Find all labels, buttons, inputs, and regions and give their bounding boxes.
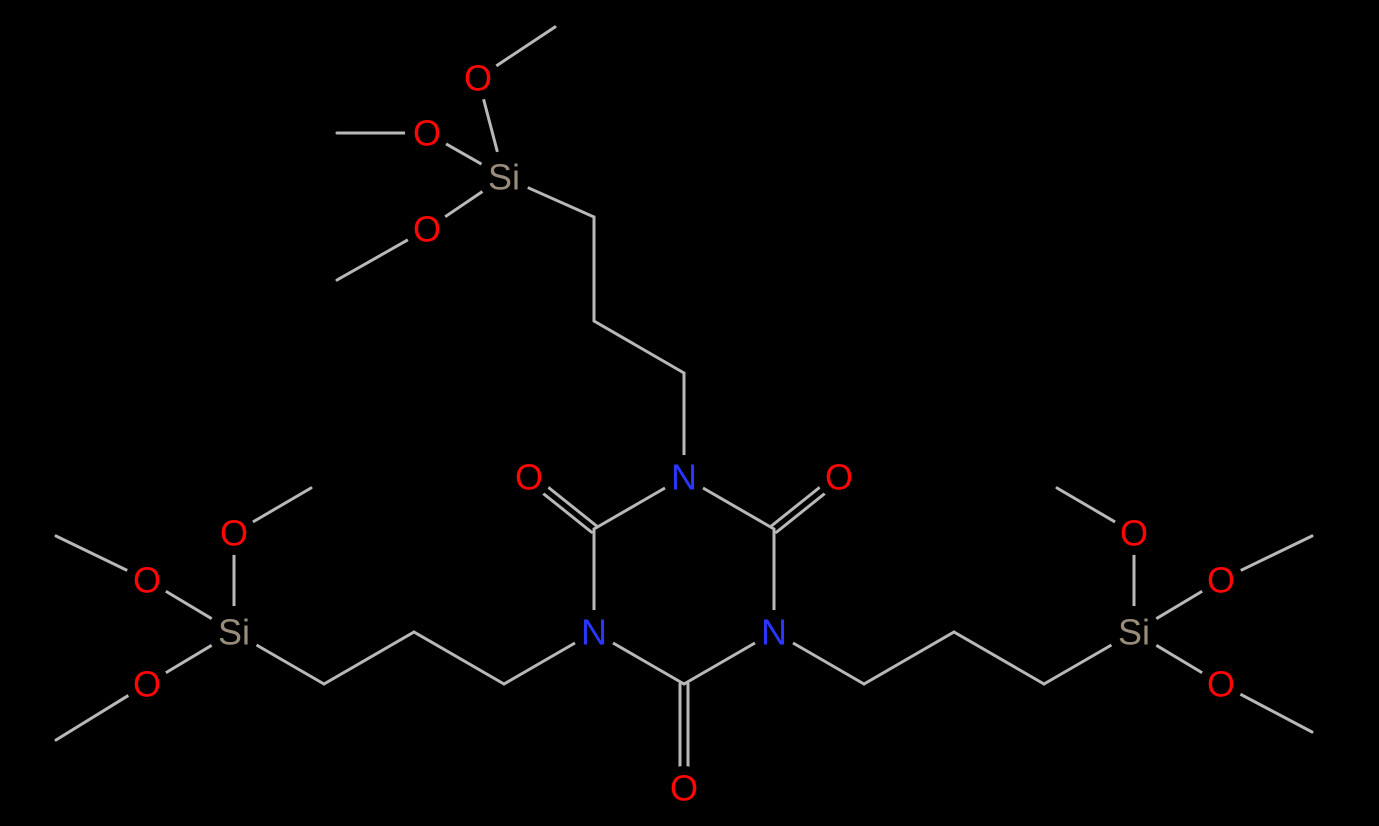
atom-label-si: Si (218, 612, 250, 653)
atom-label-o: O (670, 768, 698, 809)
atom-label-o: O (133, 560, 161, 601)
molecule-diagram: NNNOOOSiOOOSiOOOSiOOO (0, 0, 1379, 826)
atom-label-si: Si (1118, 612, 1150, 653)
atom-label-o: O (1120, 513, 1148, 554)
atom-label-o: O (464, 58, 492, 99)
atom-label-o: O (1207, 664, 1235, 705)
atom-label-si: Si (488, 157, 520, 198)
atom-label-n: N (671, 457, 697, 498)
atom-label-n: N (581, 612, 607, 653)
atom-label-o: O (825, 457, 853, 498)
atom-label-o: O (413, 209, 441, 250)
atom-label-o: O (413, 113, 441, 154)
atom-label-o: O (1207, 560, 1235, 601)
bonds-layer (56, 27, 1312, 768)
atom-label-n: N (761, 612, 787, 653)
atom-label-o: O (133, 664, 161, 705)
atom-label-o: O (515, 457, 543, 498)
atom-label-o: O (220, 513, 248, 554)
